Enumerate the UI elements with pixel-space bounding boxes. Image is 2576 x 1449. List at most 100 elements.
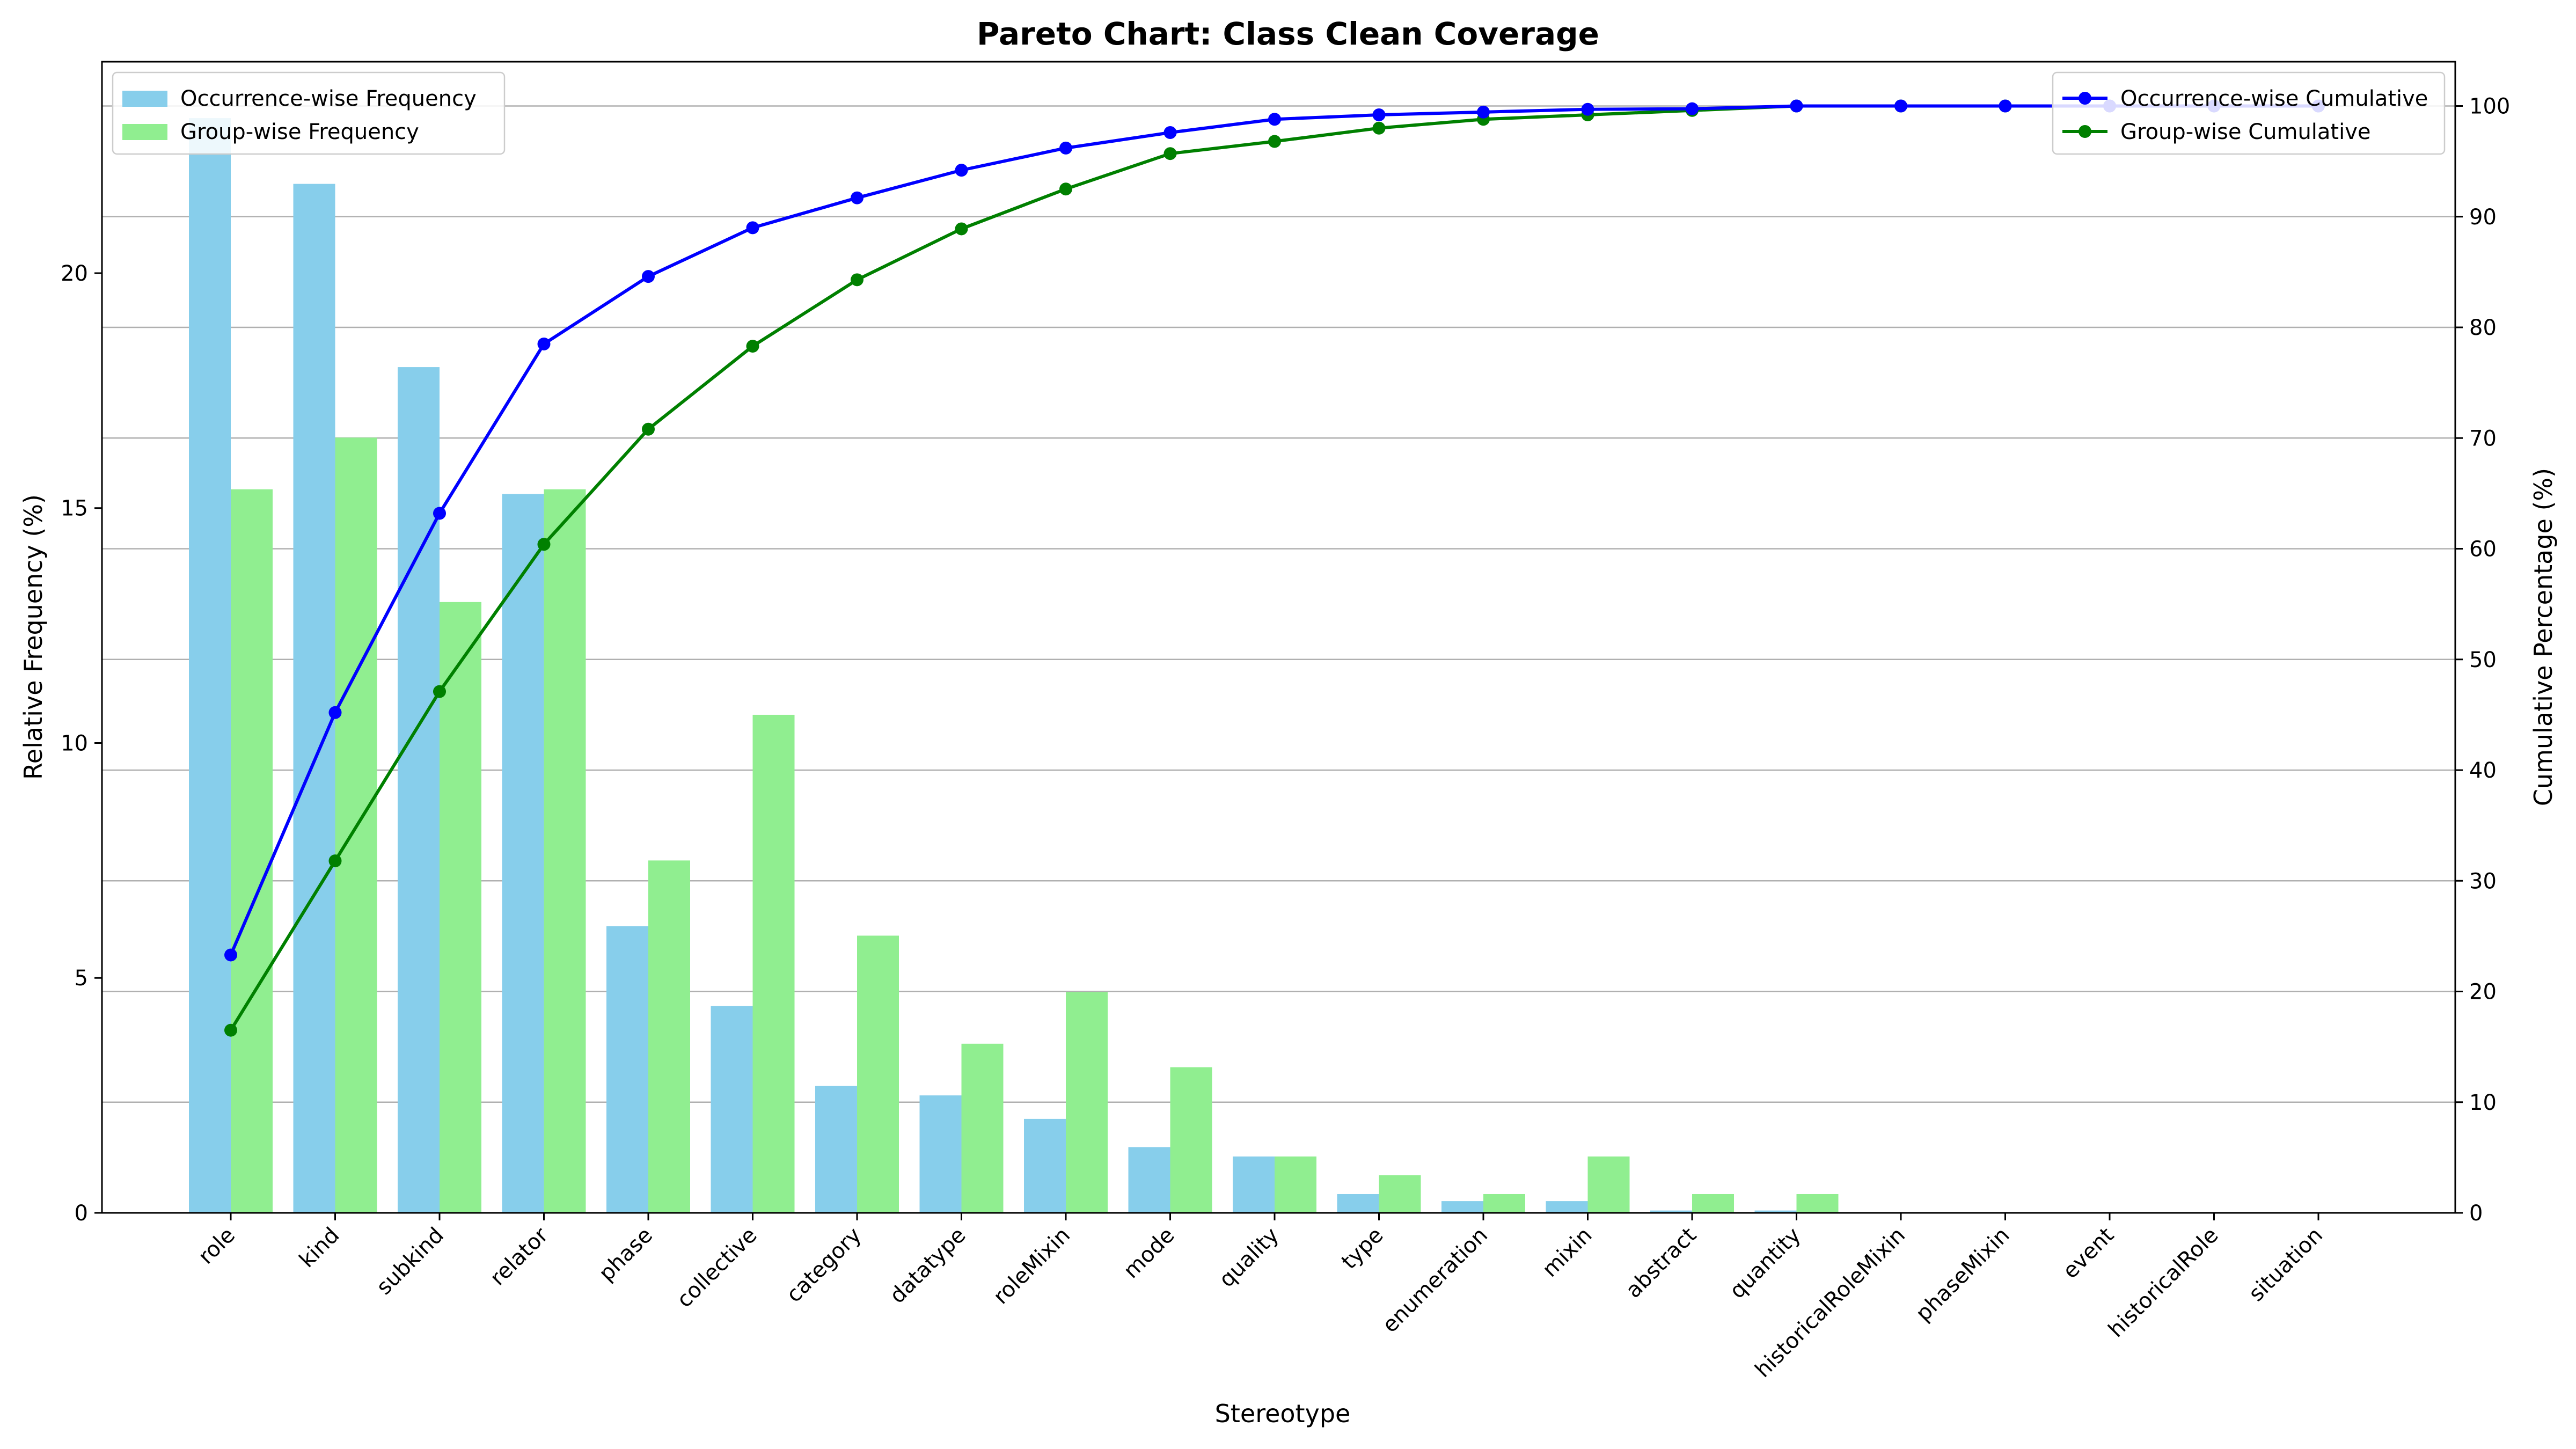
bar-occurrence: [1546, 1201, 1588, 1213]
legend-cumulative: Occurrence-wise Cumulative Group-wise Cum…: [2052, 71, 2446, 155]
y-axis-label: Relative Frequency (%): [19, 494, 48, 780]
legend-swatch: [122, 124, 167, 140]
x-tick-label: kind: [295, 1223, 345, 1273]
bar-group: [857, 935, 899, 1213]
cumulative-point: [224, 948, 237, 962]
x-tick-label: roleMixin: [989, 1223, 1075, 1309]
bar-group: [231, 489, 273, 1213]
x-tick-label: category: [782, 1223, 867, 1308]
bar-occurrence: [1650, 1210, 1692, 1213]
cumulative-point: [955, 164, 968, 177]
x-tick-label: subkind: [372, 1223, 449, 1300]
x-tick-label: phase: [594, 1223, 657, 1286]
bar-occurrence: [1441, 1201, 1483, 1213]
y2-tick-label: 80: [2469, 316, 2497, 340]
cumulative-point: [642, 422, 655, 436]
bar-occurrence: [815, 1086, 857, 1213]
x-tick-label: event: [2058, 1223, 2119, 1284]
y-tick-label: 10: [61, 731, 88, 756]
x-tick-label: collective: [672, 1223, 762, 1313]
bar-group: [1066, 992, 1108, 1213]
cumulative-point: [537, 538, 551, 551]
x-tick-label: historicalRole: [2104, 1223, 2223, 1343]
cumulative-point: [1894, 99, 1907, 113]
bar-group: [1587, 1156, 1630, 1213]
cumulative-point: [746, 221, 759, 235]
cumulative-point: [1372, 121, 1386, 135]
plot-frame: [101, 61, 2456, 1214]
cumulative-point: [1163, 147, 1177, 160]
bar-occurrence: [919, 1095, 962, 1213]
x-tick-label: relator: [485, 1223, 553, 1291]
cumulative-point: [1268, 135, 1281, 148]
bar-occurrence: [293, 184, 335, 1213]
x-tick-label: abstract: [1621, 1223, 1701, 1303]
y2-tick-label: 20: [2469, 980, 2497, 1005]
bar-occurrence: [1024, 1118, 1066, 1213]
x-axis-label: Stereotype: [1215, 1399, 1351, 1428]
y2-tick-label: 100: [2469, 94, 2510, 119]
bar-occurrence: [189, 118, 231, 1213]
legend-label: Occurrence-wise Cumulative: [2120, 86, 2428, 111]
cumulative-point: [328, 854, 342, 868]
y-tick-label: 0: [75, 1201, 88, 1226]
cumulative-point: [433, 685, 446, 698]
bar-occurrence: [502, 494, 544, 1213]
cumulative-point: [1686, 102, 1699, 115]
legend-box: [2052, 71, 2446, 155]
y-tick-label: 15: [61, 496, 88, 521]
cumulative-point: [1059, 182, 1072, 196]
bar-occurrence: [1233, 1156, 1275, 1213]
bar-group: [752, 714, 795, 1213]
legend-label: Occurrence-wise Frequency: [180, 86, 477, 111]
bar-occurrence: [711, 1006, 753, 1213]
x-axis: role kind subkind relator phase collective cat…: [194, 1213, 2328, 1382]
bar-group: [1692, 1194, 1734, 1213]
bar-group: [1275, 1156, 1316, 1213]
bar-occurrence: [1337, 1194, 1379, 1213]
bar-occurrence: [1754, 1210, 1797, 1213]
cumulative-lines: [224, 99, 2325, 1037]
x-tick-label: quality: [1214, 1223, 1284, 1292]
x-tick-label: type: [1337, 1223, 1388, 1275]
left-y-axis: 0 5 10 15 20: [61, 261, 102, 1226]
cumulative-point: [1581, 103, 1594, 116]
cumulative-point: [851, 273, 863, 287]
y2-tick-label: 30: [2469, 869, 2497, 894]
cumulative-point: [955, 222, 968, 236]
y-tick-label: 20: [61, 261, 88, 286]
bar-group: [961, 1043, 1004, 1213]
x-tick-label: phaseMixin: [1911, 1223, 2015, 1327]
legend-box: [112, 71, 506, 155]
legend-label: Group-wise Cumulative: [2120, 120, 2371, 144]
y2-tick-label: 10: [2469, 1091, 2497, 1115]
legend-swatch: [122, 91, 167, 107]
y2-tick-label: 60: [2469, 537, 2497, 562]
y2-tick-label: 70: [2469, 426, 2497, 451]
bar-occurrence: [398, 367, 440, 1213]
bar-group: [440, 602, 481, 1213]
cumulative-point: [1059, 141, 1072, 155]
y2-tick-label: 50: [2469, 648, 2497, 672]
cumulative-point: [537, 337, 551, 350]
x-tick-label: mixin: [1538, 1223, 1597, 1282]
bar-group: [544, 489, 586, 1213]
cumulative-point: [1268, 113, 1281, 126]
x-tick-label: datatype: [885, 1223, 970, 1308]
cumulative-point: [1372, 108, 1386, 121]
bars: [189, 118, 1839, 1213]
bar-group: [1796, 1194, 1839, 1213]
cumulative-point: [1477, 105, 1490, 119]
cumulative-point: [224, 1023, 237, 1037]
bar-group: [1379, 1175, 1421, 1213]
chart-title: Pareto Chart: Class Clean Coverage: [977, 16, 1599, 52]
y-tick-label: 5: [75, 966, 88, 991]
x-tick-label: role: [194, 1223, 240, 1269]
bar-group: [648, 860, 690, 1213]
y2-tick-label: 0: [2469, 1201, 2483, 1226]
legend-marker: [2079, 92, 2091, 105]
bar-occurrence: [606, 926, 648, 1213]
cumulative-point: [642, 270, 655, 283]
x-tick-label: quantity: [1725, 1223, 1805, 1304]
